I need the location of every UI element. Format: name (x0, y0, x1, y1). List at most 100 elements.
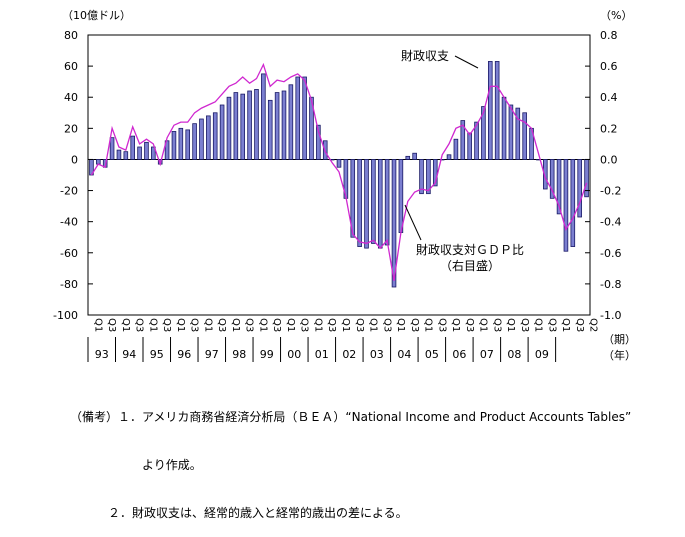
bar (219, 104, 225, 160)
bar (563, 159, 569, 252)
quarter-tick-label: Q3 (106, 318, 117, 332)
bar (281, 90, 287, 160)
bar (178, 127, 184, 160)
quarter-tick-label: Q1 (312, 318, 323, 332)
quarter-tick-label: Q3 (546, 318, 557, 332)
y2-tick-label: -0.8 (600, 278, 621, 291)
bar (522, 112, 527, 160)
year-tick-label: 04 (397, 348, 411, 361)
quarter-tick-label: Q1 (340, 318, 351, 332)
year-tick-label: 94 (122, 348, 136, 361)
y-tick-label: 20 (64, 122, 78, 135)
quarter-tick-label: Q3 (189, 318, 200, 332)
year-tick-label: 02 (342, 348, 356, 361)
bar (446, 154, 452, 160)
quarter-tick-label: Q1 (92, 318, 103, 332)
bar (350, 159, 356, 238)
left-axis-unit: （10億ドル） (62, 9, 131, 22)
gdp-ratio-line (90, 62, 588, 281)
quarter-tick-label: Q1 (395, 318, 406, 332)
y2-tick-label: 0.8 (600, 29, 618, 42)
x-axis-unit-year: （年） (603, 348, 636, 362)
year-tick-label: 03 (370, 348, 384, 361)
quarter-tick-label: Q3 (216, 318, 227, 332)
year-tick-label: 06 (452, 348, 466, 361)
quarter-tick-label: Q3 (574, 318, 585, 332)
bar (426, 159, 431, 195)
year-tick-label: 08 (507, 348, 521, 361)
bar (419, 159, 424, 195)
quarter-tick-label: Q1 (533, 318, 544, 332)
quarter-tick-label: Q1 (478, 318, 489, 332)
bar (584, 159, 589, 198)
quarter-tick-label: Q1 (505, 318, 516, 332)
plot-border (87, 34, 591, 316)
year-tick-label: 96 (177, 348, 191, 361)
bar (309, 96, 314, 160)
quarter-tick-label: Q1 (423, 318, 434, 332)
quarter-tick-label: Q3 (354, 318, 365, 332)
bar (398, 159, 404, 233)
year-tick-label: 95 (150, 348, 164, 361)
bar (515, 107, 521, 160)
year-tick-label: 05 (425, 348, 439, 361)
quarter-tick-label: Q1 (560, 318, 571, 332)
bar (412, 152, 417, 160)
notes-block: （備考）１．アメリカ商務省経済分析局（ＢＥＡ）“National Income … (70, 377, 631, 537)
y2-tick-label: 0.0 (600, 153, 618, 166)
bar (556, 159, 562, 215)
y2-tick-label: 0.4 (600, 91, 618, 104)
right-axis-unit: （%） (600, 9, 632, 22)
bar (508, 104, 514, 160)
quarter-tick-label: Q3 (436, 318, 447, 332)
bar (116, 149, 122, 160)
bar (460, 120, 466, 160)
bar (295, 76, 301, 160)
notes-line-2: より作成。 (142, 458, 202, 472)
bar (302, 76, 307, 160)
quarter-tick-label: Q3 (381, 318, 392, 332)
bar (254, 89, 259, 160)
bar (288, 84, 294, 160)
year-tick-label: 07 (480, 348, 494, 361)
bar (206, 115, 211, 160)
bar (570, 159, 576, 247)
y-tick-label: 40 (64, 91, 78, 104)
notes-line-1: （備考）１．アメリカ商務省経済分析局（ＢＥＡ）“National Income … (70, 410, 632, 424)
bar-series-annotation: 財政収支 (401, 48, 449, 63)
bar (109, 137, 115, 160)
bar (247, 90, 252, 160)
bar (371, 159, 376, 244)
bar (267, 99, 273, 160)
y-tick-label: -80 (60, 278, 78, 291)
quarter-tick-label: Q3 (326, 318, 337, 332)
year-tick-label: 99 (260, 348, 274, 361)
year-tick-label: 93 (95, 348, 109, 361)
y-tick-label: 80 (64, 29, 78, 42)
y2-tick-label: -0.6 (600, 247, 621, 260)
bar (577, 159, 582, 218)
bar (226, 96, 232, 160)
bar (164, 140, 170, 160)
quarter-tick-label: Q1 (257, 318, 268, 332)
bar (144, 141, 149, 160)
bar (192, 123, 197, 160)
bar (391, 159, 397, 288)
quarter-tick-label: Q3 (161, 318, 172, 332)
bar (494, 61, 500, 160)
chart-canvas: 80 60 40 20 0 -20 -40 -60 -80 -100 0.8 0.6 0.4 0.2 0.0… (53, 9, 636, 362)
quarter-tick-label: Q1 (450, 318, 461, 332)
quarter-tick-label: Q1 (120, 318, 131, 332)
quarter-tick-label: Q1 (368, 318, 379, 332)
bar (316, 124, 321, 160)
bar (240, 93, 246, 160)
quarter-tick-label: Q1 (202, 318, 213, 332)
axis-layer: 80 60 40 20 0 -20 -40 -60 -80 -100 0.8 0.6 0.4 0.2 0.0… (53, 9, 636, 362)
bar (549, 159, 555, 199)
y2-tick-label: -1.0 (600, 309, 621, 322)
quarter-tick-label: Q1 (285, 318, 296, 332)
bar (364, 159, 369, 249)
year-tick-label: 00 (287, 348, 301, 361)
quarter-tick-label: Q1 (147, 318, 158, 332)
